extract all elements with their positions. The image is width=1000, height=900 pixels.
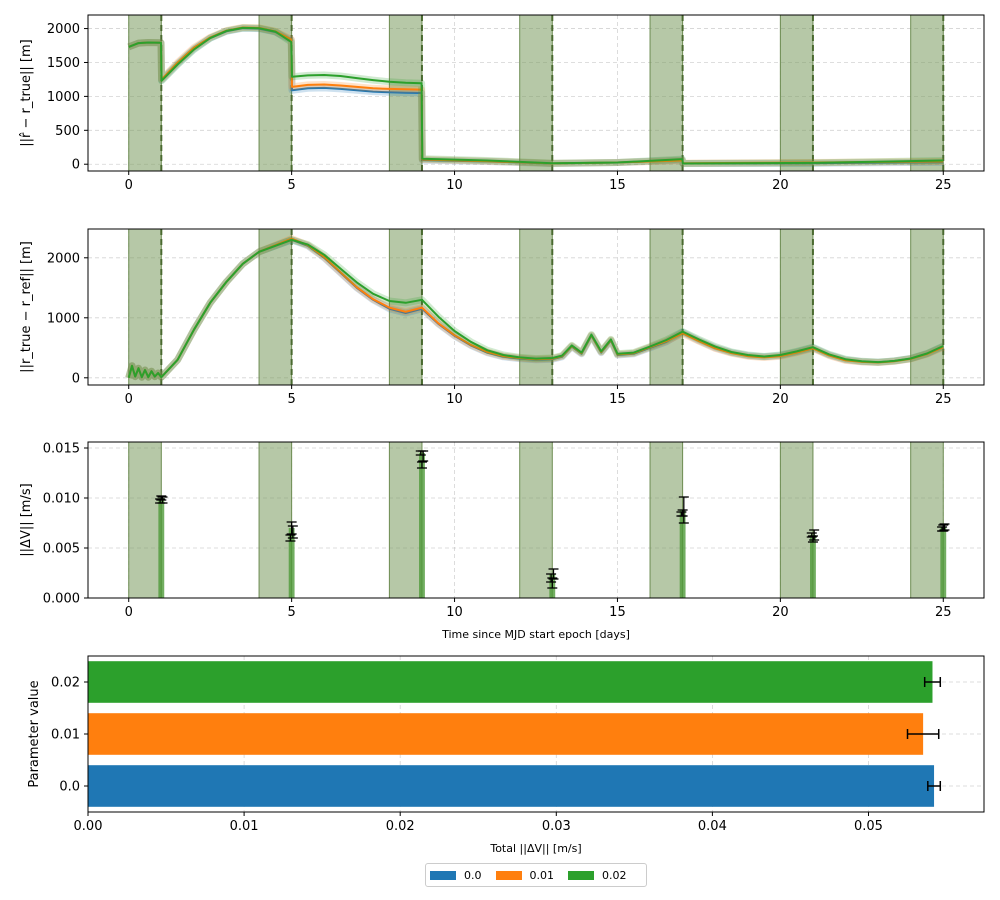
xtick-label-0: 0 [125, 392, 133, 407]
total-bar-0.01 [88, 713, 924, 755]
dv-bar-4 [679, 510, 686, 598]
legend-item-0: 0.0 [430, 869, 482, 882]
legend-label-0: 0.0 [464, 868, 482, 882]
xtick-label-0: 0 [125, 178, 133, 193]
dv-bar-2 [419, 453, 425, 598]
dv-bar-0 [158, 498, 165, 598]
total-bar-0.0 [88, 765, 935, 807]
ytick-label-0.0: 0.0 [59, 780, 80, 795]
xtick-label-5: 5 [287, 605, 295, 620]
panel-1: 0 5 10 15 20 25 0 500 1000 1500 2000 ||r̂ − r_true|… [19, 14, 985, 193]
xtick-label-25: 25 [935, 605, 952, 620]
ytick-label-0: 0 [72, 158, 80, 173]
ytick-label-0.005: 0.005 [43, 542, 80, 557]
ytick-label-2000: 2000 [47, 251, 80, 266]
axes-frame-3 [87, 441, 985, 599]
xtick-label-20: 20 [772, 605, 789, 620]
observation-window-1 [258, 228, 293, 386]
xtick-label-15: 15 [609, 178, 626, 193]
series-line-0.02 [128, 26, 944, 165]
xtick-label-15: 15 [609, 605, 626, 620]
series-group-1 [125, 235, 945, 381]
series-group-0 [127, 24, 944, 167]
xtick-label-5: 5 [287, 178, 295, 193]
legend-label-2: 0.02 [602, 868, 627, 882]
observation-window-5 [779, 14, 814, 172]
axes-frame-1 [87, 14, 985, 172]
observation-window-2 [388, 441, 423, 599]
observation-window-6 [910, 228, 944, 386]
observation-window-5 [779, 441, 814, 599]
xtick-label-20: 20 [772, 392, 789, 407]
panel-4: 0.00 0.01 0.02 0.03 0.04 0.05 0.0 0.01 0.02 Param… [27, 655, 985, 855]
dv-bar-5 [810, 535, 816, 598]
dv-bar-1 [288, 528, 295, 598]
xtick-label-0.02: 0.02 [386, 819, 415, 834]
legend-label-1: 0.01 [529, 868, 555, 882]
panel-2: 0 5 10 15 20 25 0 1000 2000 ||r_true − r_ref|| [m… [19, 228, 985, 407]
xtick-label-0.00: 0.00 [74, 819, 103, 834]
legend: 0.0 0.01 0.02 [425, 863, 647, 887]
total-bar-0.02 [88, 661, 933, 703]
panel-3: 0 5 10 15 20 25 0.000 0.005 0.010 0.015 ||ΔV|| [m/… [19, 441, 985, 641]
ytick-label-0.01: 0.01 [51, 728, 80, 743]
legend-item-1: 0.01 [495, 868, 555, 882]
ylabel-3: ||ΔV|| [m/s] [19, 483, 34, 556]
observation-window-0 [128, 228, 162, 386]
dv-bar-6 [940, 527, 947, 598]
observation-window-4 [649, 14, 684, 172]
ylabel-4: Parameter value [27, 680, 42, 787]
ytick-label-2000: 2000 [47, 22, 80, 37]
xtick-label-0: 0 [125, 605, 133, 620]
xtick-label-5: 5 [287, 392, 295, 407]
xtick-label-20: 20 [772, 178, 789, 193]
series-line-0.02 [127, 238, 944, 379]
observation-window-6 [910, 441, 944, 599]
ylabel-2: ||r_true − r_ref|| [m] [19, 241, 34, 373]
observation-window-0 [128, 441, 162, 599]
observation-window-0 [128, 14, 162, 172]
ytick-label-0.02: 0.02 [51, 676, 80, 691]
ytick-label-0.010: 0.010 [43, 492, 80, 507]
xtick-label-0.05: 0.05 [854, 819, 883, 834]
observation-window-2 [388, 228, 423, 386]
ytick-label-0: 0 [72, 371, 80, 386]
legend-swatch-1 [495, 870, 522, 880]
xtick-label-10: 10 [446, 392, 463, 407]
xtick-label-10: 10 [446, 605, 463, 620]
ylabel-1: ||r̂ − r_true|| [m] [19, 39, 34, 147]
xtick-label-0.03: 0.03 [542, 819, 571, 834]
ytick-label-1000: 1000 [47, 311, 80, 326]
xtick-label-10: 10 [446, 178, 463, 193]
xlabel-4: Total ||ΔV|| [m/s] [489, 842, 581, 855]
axes-frame-2 [87, 228, 985, 386]
xtick-label-0.01: 0.01 [230, 819, 259, 834]
observation-window-4 [649, 441, 684, 599]
observation-window-6 [910, 14, 944, 172]
legend-swatch-0 [430, 870, 456, 880]
xlabel-3: Time since MJD start epoch [days] [441, 628, 630, 641]
xtick-label-25: 25 [935, 178, 952, 193]
observation-window-4 [649, 228, 684, 386]
ytick-label-500: 500 [55, 124, 80, 139]
observation-window-3 [519, 441, 553, 599]
ytick-label-1500: 1500 [47, 56, 80, 71]
xtick-label-25: 25 [935, 392, 952, 407]
legend-swatch-2 [568, 870, 594, 880]
xtick-label-15: 15 [609, 392, 626, 407]
ytick-label-1000: 1000 [47, 90, 80, 105]
xtick-label-0.04: 0.04 [698, 819, 727, 834]
observation-window-5 [779, 228, 814, 386]
ytick-label-0.000: 0.000 [43, 592, 80, 607]
ytick-label-0.015: 0.015 [43, 442, 80, 457]
observation-window-1 [258, 441, 293, 599]
observation-window-3 [519, 14, 553, 172]
legend-item-2: 0.02 [568, 869, 627, 882]
